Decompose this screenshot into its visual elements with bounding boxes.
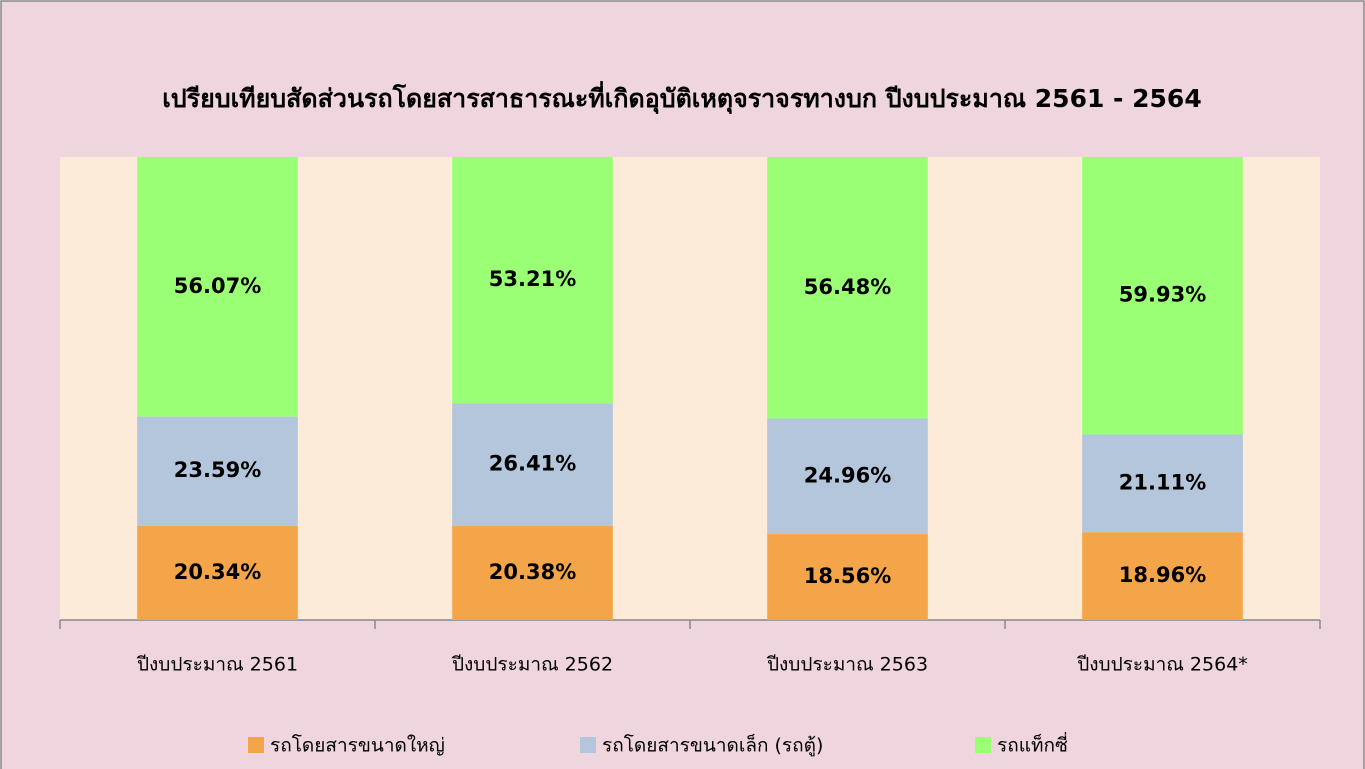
- data-label: 53.21%: [489, 267, 576, 291]
- data-label: 23.59%: [174, 458, 261, 482]
- x-tick-label: ปีงบประมาณ 2562: [451, 654, 613, 676]
- bar-segment: [1082, 532, 1243, 620]
- bar-segment: [767, 157, 928, 419]
- bar-segment: [1082, 157, 1243, 435]
- data-label: 18.96%: [1119, 563, 1206, 587]
- data-label: 56.48%: [804, 275, 891, 299]
- legend-label: รถแท็กซี่: [997, 732, 1068, 757]
- x-tick-label: ปีงบประมาณ 2564*: [1076, 654, 1247, 676]
- legend-swatch: [580, 737, 596, 753]
- bar-segment: [452, 525, 613, 620]
- legend-swatch: [248, 737, 264, 753]
- bar-segment: [1082, 434, 1243, 533]
- data-label: 18.56%: [804, 564, 891, 588]
- legend-swatch: [975, 737, 991, 753]
- legend-label: รถโดยสารขนาดใหญ่: [270, 734, 445, 757]
- bar-segment: [767, 418, 928, 535]
- x-tick-label: ปีงบประมาณ 2561: [136, 654, 298, 676]
- bar-segment: [452, 403, 613, 526]
- x-tick-label: ปีงบประมาณ 2563: [766, 654, 928, 676]
- chart-title: เปรียบเทียบสัดส่วนรถโดยสารสาธารณะที่เกิด…: [162, 81, 1201, 115]
- data-label: 59.93%: [1119, 283, 1206, 307]
- data-label: 20.34%: [174, 560, 261, 584]
- bar-segment: [452, 157, 613, 404]
- data-label: 26.41%: [489, 452, 576, 476]
- data-label: 21.11%: [1119, 470, 1206, 494]
- bar-segment: [137, 525, 298, 620]
- bar-segment: [137, 416, 298, 526]
- legend-label: รถโดยสารขนาดเล็ก (รถตู้): [602, 733, 823, 757]
- bar-segment: [767, 534, 928, 620]
- data-label: 20.38%: [489, 560, 576, 584]
- data-label: 56.07%: [174, 274, 261, 298]
- bar-segment: [137, 157, 298, 417]
- data-label: 24.96%: [804, 463, 891, 487]
